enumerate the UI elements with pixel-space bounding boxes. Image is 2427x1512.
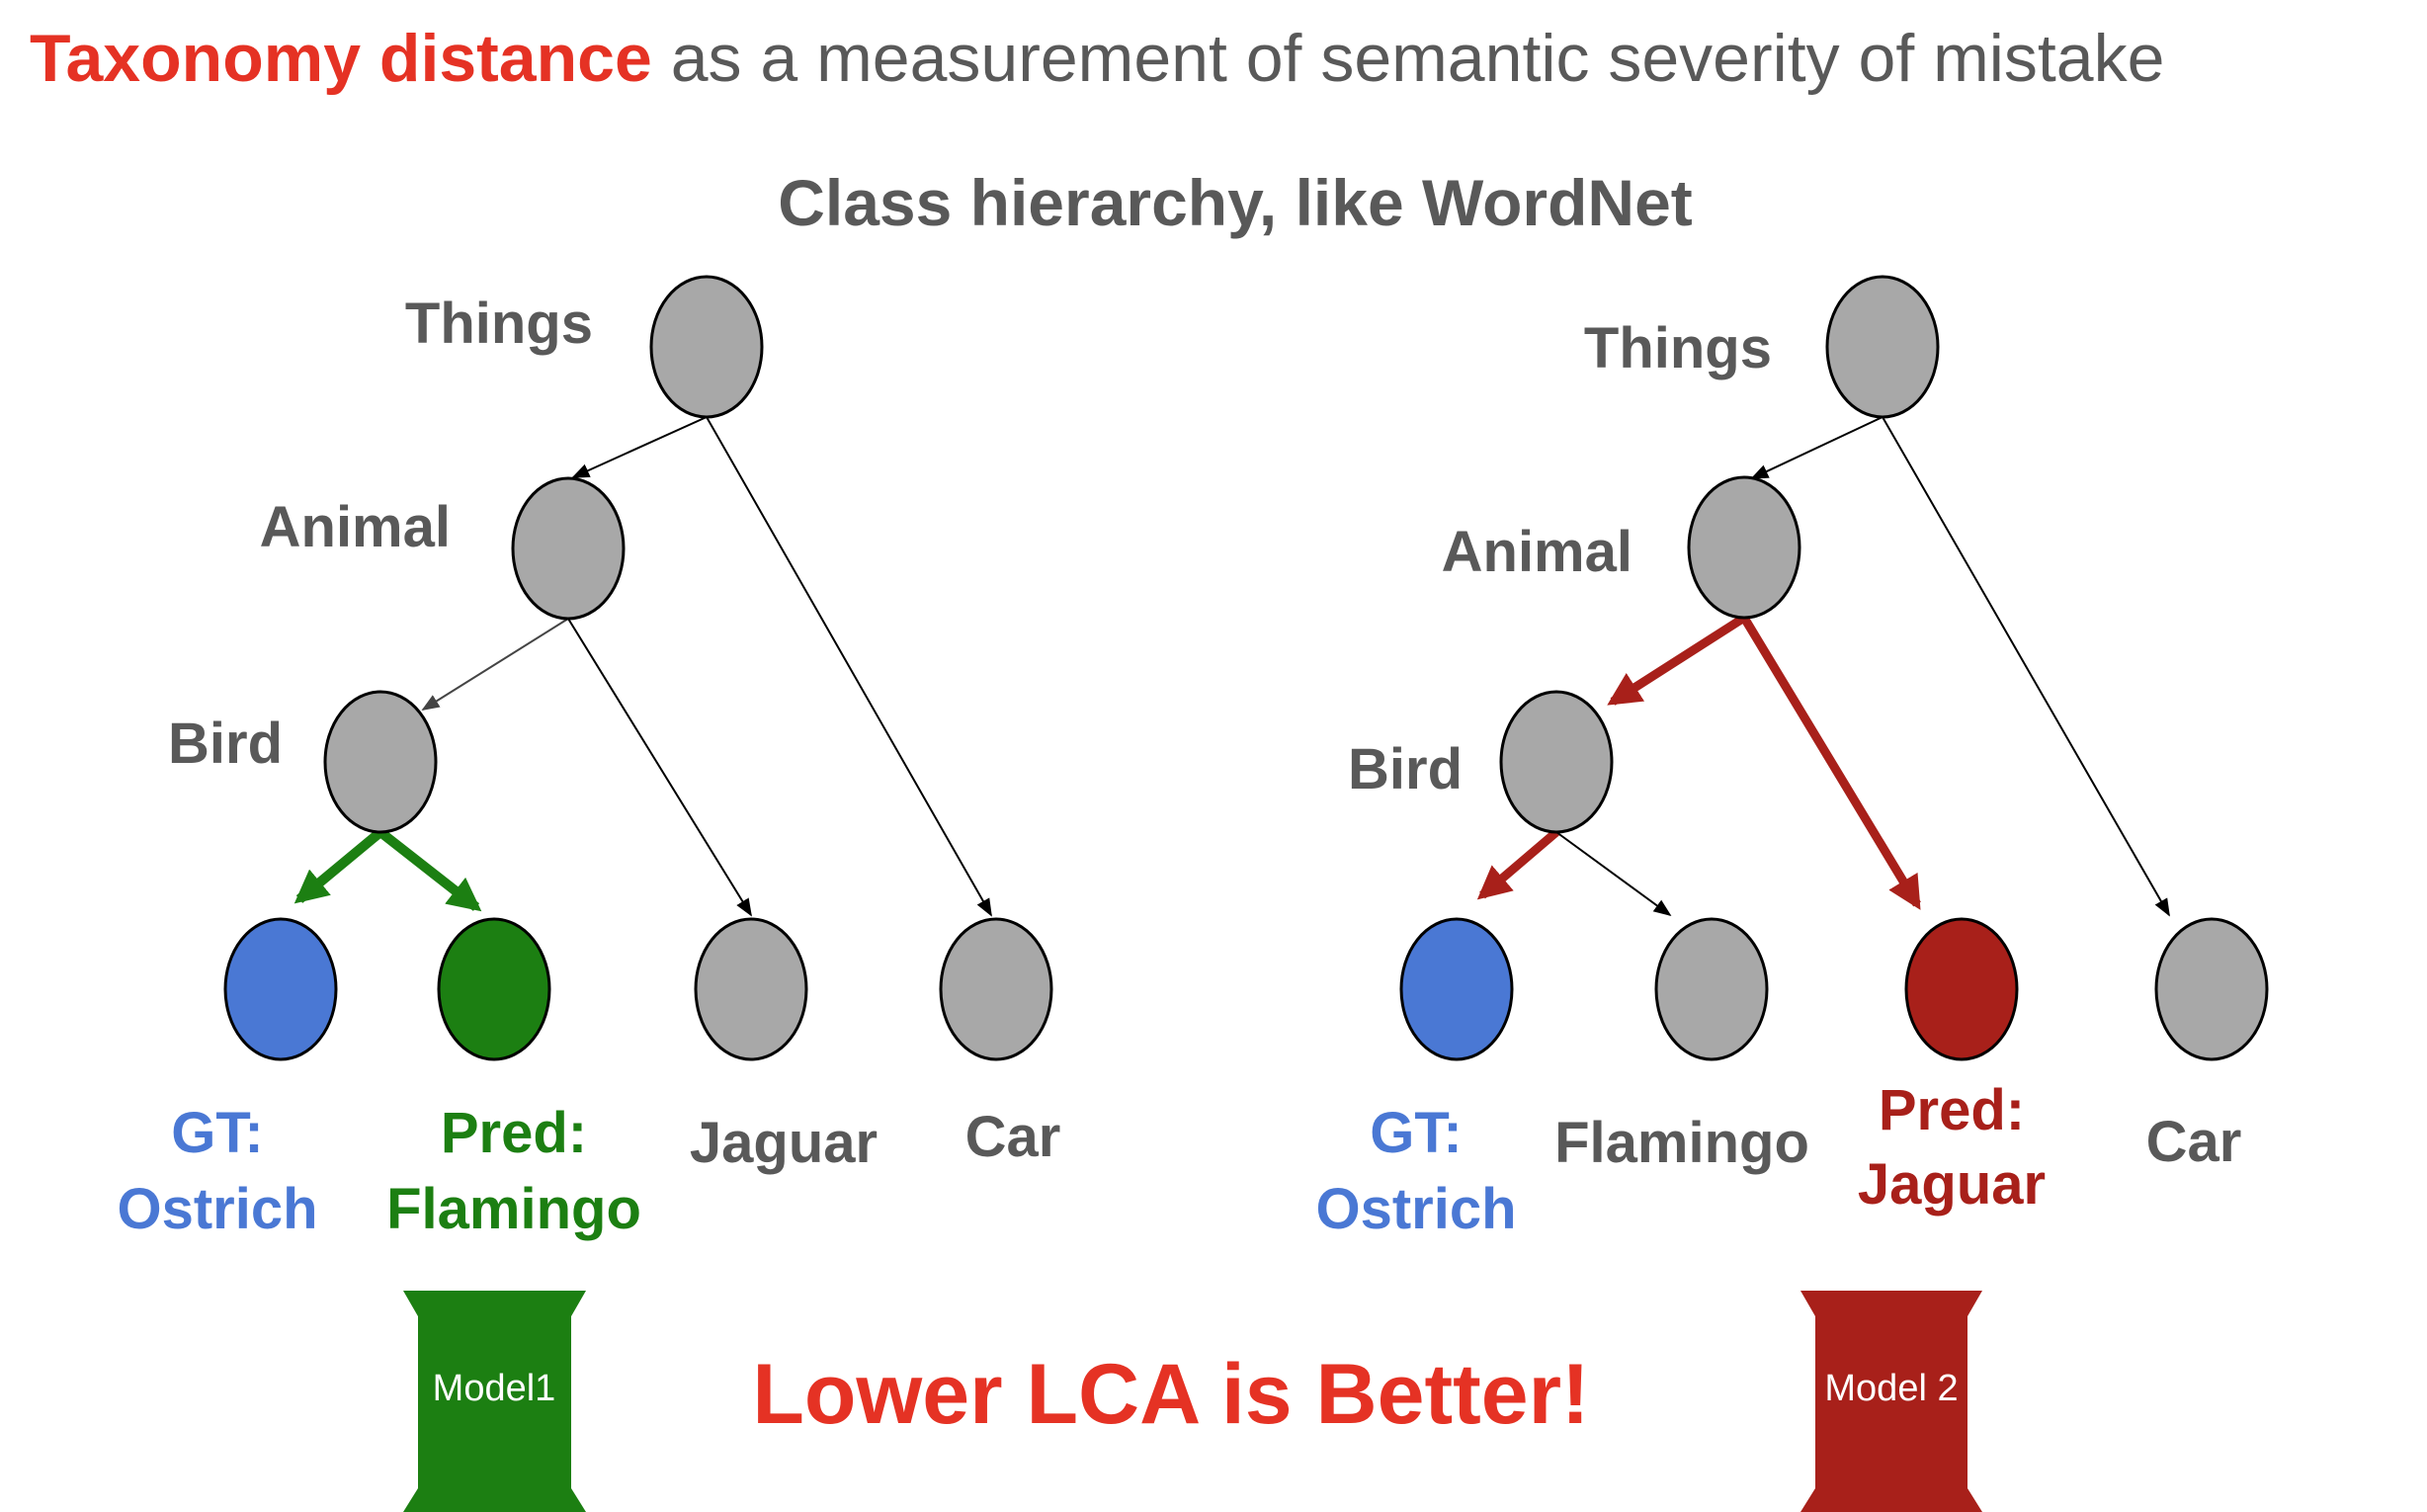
label-bird: Bird — [1348, 737, 1463, 801]
model2-badge: Model 2 — [1800, 1291, 1982, 1512]
label-flamingo: Flamingo — [386, 1177, 641, 1241]
model2-label: Model 2 — [1824, 1368, 1958, 1409]
edge-things-car — [706, 416, 992, 917]
label-jaguar: Jaguar — [690, 1111, 878, 1175]
label-pred: Pred: — [1879, 1078, 2025, 1142]
right-tree: Things Animal Bird GT: Ostrich Flamingo … — [1315, 275, 2269, 1241]
node-jaguar-pred — [1904, 917, 2019, 1061]
node-animal — [511, 476, 626, 621]
node-things — [649, 275, 764, 419]
node-animal — [1687, 475, 1801, 620]
node-bird — [323, 690, 438, 834]
edge-animal-bird — [421, 618, 569, 711]
node-things — [1825, 275, 1940, 419]
edge-things-car — [1882, 416, 2170, 917]
title-rest: as a measurement of semantic severity of… — [652, 21, 2165, 96]
edge-bird-flamingo — [377, 828, 482, 912]
edge-animal-bird — [1607, 614, 1747, 706]
label-animal: Animal — [260, 495, 451, 559]
node-bird — [1499, 690, 1614, 834]
edge-things-animal — [571, 416, 708, 478]
edge-bird-flamingo — [1555, 831, 1672, 917]
edge-things-animal — [1750, 416, 1883, 479]
node-flamingo-pred — [437, 917, 551, 1061]
edge-animal-jaguar — [567, 618, 752, 917]
node-ostrich-gt — [223, 917, 338, 1061]
label-car: Car — [965, 1105, 1061, 1169]
label-bird: Bird — [168, 712, 283, 776]
node-jaguar — [694, 917, 808, 1061]
label-flamingo: Flamingo — [1554, 1111, 1809, 1175]
model1-label: Model1 — [433, 1368, 556, 1409]
subtitle: Class hierarchy, like WordNet — [778, 166, 1693, 239]
label-ostrich: Ostrich — [117, 1177, 317, 1241]
node-ostrich-gt — [1399, 917, 1514, 1061]
model2-shape — [1800, 1291, 1982, 1512]
edge-bird-ostrich — [1476, 828, 1559, 900]
label-car: Car — [2146, 1110, 2242, 1174]
label-gt: GT: — [1370, 1101, 1462, 1165]
left-tree: Things Animal Bird GT: Ostrich Pred: Fla… — [117, 275, 1061, 1241]
label-ostrich: Ostrich — [1315, 1177, 1516, 1241]
main-title: Taxonomy distance as a measurement of se… — [30, 21, 2164, 96]
label-things: Things — [405, 292, 593, 356]
title-highlight: Taxonomy distance — [30, 21, 652, 96]
model1-badge: Model1 — [403, 1291, 586, 1512]
label-animal: Animal — [1442, 520, 1632, 584]
edge-bird-ostrich — [293, 828, 384, 904]
label-things: Things — [1584, 316, 1772, 380]
edge-animal-jaguar — [1740, 615, 1921, 910]
conclusion-text: Lower LCA is Better! — [752, 1347, 1589, 1442]
node-car — [939, 917, 1053, 1061]
model1-shape — [403, 1291, 586, 1512]
node-car — [2154, 917, 2269, 1061]
label-pred: Pred: — [441, 1101, 587, 1165]
label-gt: GT: — [171, 1101, 263, 1165]
label-jaguar: Jaguar — [1858, 1152, 2046, 1217]
node-flamingo — [1654, 917, 1769, 1061]
